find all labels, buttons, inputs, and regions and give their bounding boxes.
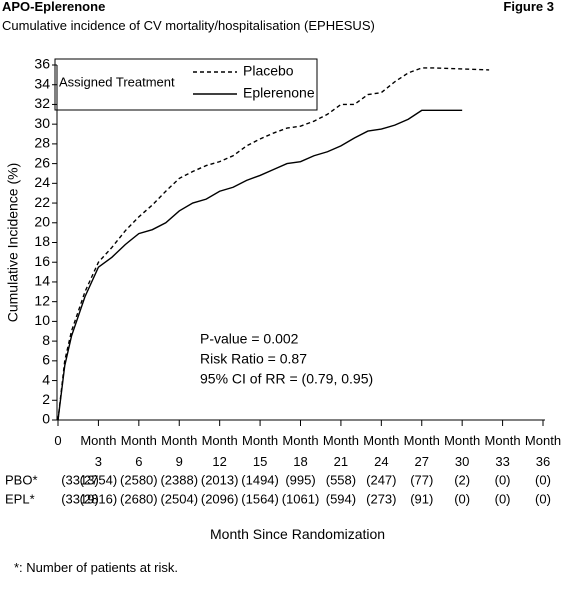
risk-count: (1061) (282, 491, 320, 506)
y-tick-label: 2 (42, 391, 50, 407)
series-line (57, 67, 490, 421)
risk-row-label: EPL* (5, 491, 35, 506)
x-tick-label: 0 (54, 433, 62, 448)
risk-count: (594) (326, 491, 356, 506)
risk-count: (1564) (241, 491, 279, 506)
legend-title: Assigned Treatment (59, 74, 175, 89)
legend-label: Eplerenone (243, 85, 315, 101)
risk-count: (2754) (80, 472, 118, 487)
risk-count: (0) (495, 472, 511, 487)
page-title: APO-Eplerenone (2, 0, 106, 14)
y-tick-label: 26 (34, 154, 50, 170)
risk-count: (2) (454, 472, 470, 487)
legend-label: Placebo (243, 63, 294, 79)
y-tick-label: 30 (34, 115, 50, 131)
y-tick-label: 0 (42, 411, 50, 427)
risk-count: (558) (326, 472, 356, 487)
figure-label: Figure 3 (503, 0, 554, 14)
risk-count: (77) (410, 472, 433, 487)
y-tick-label: 14 (34, 273, 50, 289)
risk-count: (2504) (160, 491, 198, 506)
risk-count: (247) (366, 472, 396, 487)
y-axis-label: Cumulative Incidence (%) (5, 163, 21, 323)
x-tick-label: Month 15 (242, 433, 279, 469)
risk-count: (91) (410, 491, 433, 506)
risk-count: (273) (366, 491, 396, 506)
x-tick-label: Month 30 (444, 433, 481, 469)
x-tick-label: Month 24 (363, 433, 400, 469)
x-tick-label: Month 6 (120, 433, 157, 469)
risk-count: (0) (535, 472, 551, 487)
risk-count: (2388) (160, 472, 198, 487)
y-tick-label: 4 (42, 371, 50, 387)
y-tick-label: 6 (42, 352, 50, 368)
footnote: *: Number of patients at risk. (14, 560, 179, 575)
risk-count: (2816) (80, 491, 118, 506)
y-tick-label: 18 (34, 233, 50, 249)
risk-count: (3319) (61, 491, 99, 506)
risk-count: (2013) (201, 472, 239, 487)
y-tick-label: 10 (34, 312, 50, 328)
x-tick-label: Month 36 (524, 433, 562, 469)
risk-row-label: PBO* (5, 472, 38, 487)
risk-count: (2096) (201, 491, 239, 506)
x-axis-label: Month Since Randomization (210, 526, 386, 542)
risk-count: (3313) (61, 472, 99, 487)
y-tick-label: 28 (34, 135, 50, 151)
y-tick-label: 34 (34, 75, 50, 91)
risk-count: (0) (535, 491, 551, 506)
y-tick-label: 12 (34, 292, 50, 308)
x-tick-label: Month 21 (322, 433, 359, 469)
x-tick-label: Month 12 (201, 433, 238, 469)
risk-count: (2580) (120, 472, 158, 487)
y-tick-label: 8 (42, 332, 50, 348)
y-tick-label: 16 (34, 253, 50, 269)
legend-box (54, 58, 318, 111)
y-tick-label: 22 (34, 194, 50, 210)
annotation: P-value = 0.002 (200, 331, 299, 347)
annotation: Risk Ratio = 0.87 (200, 351, 307, 367)
y-tick-label: 36 (34, 56, 50, 72)
y-tick-label: 32 (34, 95, 50, 111)
y-tick-label: 24 (34, 174, 50, 190)
risk-count: (2680) (120, 491, 158, 506)
risk-count: (0) (495, 491, 511, 506)
risk-count: (0) (454, 491, 470, 506)
x-tick-label: Month 33 (484, 433, 521, 469)
x-tick-label: Month 3 (80, 433, 117, 469)
y-tick-label: 20 (34, 213, 50, 229)
x-tick-label: Month 18 (282, 433, 319, 469)
subtitle: Cumulative incidence of CV mortality/hos… (2, 18, 375, 33)
x-tick-label: Month 27 (403, 433, 440, 469)
annotation: 95% CI of RR = (0.79, 0.95) (200, 371, 373, 387)
series-line (57, 109, 463, 421)
risk-count: (995) (285, 472, 315, 487)
risk-count: (1494) (241, 472, 279, 487)
x-tick-label: Month 9 (161, 433, 198, 469)
